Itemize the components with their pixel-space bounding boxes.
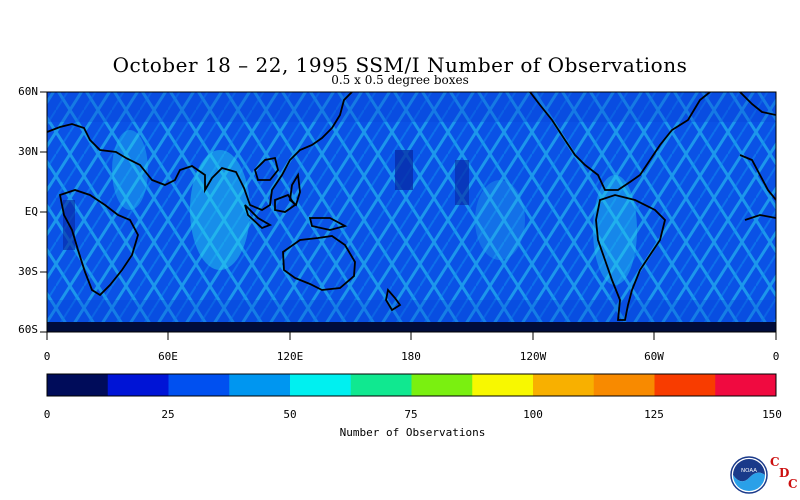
svg-text:NOAA: NOAA [741, 468, 757, 474]
lat-label-30n: 30N [18, 145, 38, 158]
colorbar-swatch [715, 374, 777, 396]
lon-label-0: 0 [43, 350, 51, 363]
lon-label-180: 180 [401, 350, 421, 363]
colorbar-tick: 100 [523, 408, 543, 421]
colorbar-label: Number of Observations [339, 426, 486, 439]
colorbar-frame [46, 373, 777, 397]
lon-label-0-east: 0 [772, 350, 780, 363]
map-title: October 18 – 22, 1995 SSM/I Number of Ob… [112, 53, 688, 77]
cdc-letter: C [788, 477, 798, 491]
colorbar-tick: 0 [43, 408, 51, 421]
lon-label-60e: 60E [158, 350, 178, 363]
colorbar-swatch [533, 374, 595, 396]
colorbar-swatch [593, 374, 655, 396]
colorbar-tick: 150 [762, 408, 782, 421]
observation-field [47, 92, 776, 332]
colorbar-swatch [229, 374, 291, 396]
lon-label-120w: 120W [519, 350, 547, 363]
colorbar-swatch [472, 374, 534, 396]
cdc-letter: D [779, 466, 790, 480]
colorbar-tick: 25 [161, 408, 175, 421]
noaa-logo-icon: NOAA [730, 456, 768, 494]
lat-label-60s: 60S [18, 323, 38, 336]
colorbar-swatch [654, 374, 716, 396]
coastlines [47, 92, 776, 321]
colorbar-swatch [168, 374, 230, 396]
cdc-letter: C [770, 455, 780, 469]
colorbar-tick: 50 [283, 408, 297, 421]
lat-label-30s: 30S [18, 265, 38, 278]
colorbar-swatch [107, 374, 169, 396]
lon-label-120e: 120E [276, 350, 304, 363]
colorbar-tick: 75 [404, 408, 418, 421]
colorbar-swatch [411, 374, 473, 396]
colorbar-tick: 125 [644, 408, 664, 421]
colorbar [47, 374, 777, 396]
map-subtitle: 0.5 x 0.5 degree boxes [331, 73, 469, 87]
lat-label-eq: EQ [24, 205, 38, 218]
colorbar-swatch [350, 374, 412, 396]
lat-label-60n: 60N [18, 85, 38, 98]
colorbar-swatch [290, 374, 352, 396]
colorbar-swatch [47, 374, 109, 396]
map-ticks [40, 91, 777, 340]
lon-label-60w: 60W [644, 350, 664, 363]
